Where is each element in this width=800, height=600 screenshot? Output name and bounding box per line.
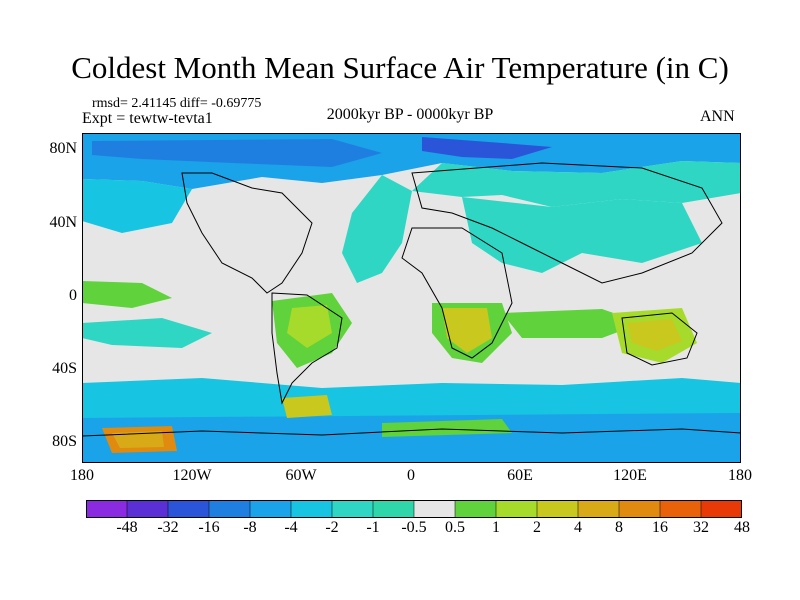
x-tick-label: 60W	[285, 467, 317, 484]
colorbar-cell	[536, 500, 579, 518]
colorbar-label: -8	[243, 519, 257, 536]
colorbar	[86, 500, 742, 518]
y-tick-label: 80N	[49, 140, 77, 157]
colorbar-label: 48	[734, 519, 750, 536]
australia-coast	[621, 312, 698, 366]
map-plot	[82, 133, 741, 463]
antarctic-warm-strip	[382, 419, 512, 437]
antarctic-cool	[82, 413, 741, 463]
colorbar-cell	[208, 500, 251, 518]
coastlines	[82, 162, 741, 437]
antarctica-coast	[82, 428, 741, 437]
colorbar-cell	[86, 500, 128, 518]
y-tick-label: 40S	[52, 360, 77, 377]
colorbar-label: 16	[652, 519, 668, 536]
colorbar-cell	[454, 500, 497, 518]
south-america-warmer	[287, 305, 332, 348]
colorbar-cell	[495, 500, 538, 518]
eurasia-cool	[412, 161, 741, 207]
colorbar-label: -32	[157, 519, 179, 536]
arctic-cold-area	[92, 139, 382, 167]
x-tick-label: 0	[407, 467, 415, 484]
east-pacific-warm	[82, 281, 172, 308]
x-tick-label: 60E	[507, 467, 533, 484]
antarctic-hot-core	[112, 431, 164, 448]
map-frame	[82, 133, 741, 463]
colorbar-label: 1	[492, 519, 500, 536]
season-label: ANN	[700, 108, 735, 125]
colorbar-label: 2	[533, 519, 541, 536]
colorbar-label: -0.5	[401, 519, 427, 536]
colorbar-cell	[577, 500, 620, 518]
colorbar-cell	[249, 500, 292, 518]
period-label: 2000kyr BP - 0000kyr BP	[326, 106, 494, 123]
x-tick-label: 180	[70, 467, 94, 484]
north-pacific-cool	[82, 179, 192, 233]
x-tick-label: 180	[728, 467, 752, 484]
colorbar-label: 0.5	[445, 519, 465, 536]
north-atlantic-cool	[342, 175, 412, 283]
experiment-label: Expt = tewtw-tevta1	[82, 110, 213, 127]
colorbar-label: -48	[116, 519, 138, 536]
y-tick-label: 80S	[52, 433, 77, 450]
tropical-pacific-cool	[82, 318, 212, 348]
colorbar-cell	[126, 500, 169, 518]
colorbar-cell	[167, 500, 210, 518]
colorbar-cell	[290, 500, 333, 518]
australia-warmer	[627, 319, 682, 351]
colorbar-cell	[659, 500, 702, 518]
south-america-coast	[271, 292, 343, 405]
stats-label: rmsd= 2.41145 diff= -0.69775	[92, 96, 262, 111]
colorbar-label: 4	[574, 519, 582, 536]
africa-coast	[401, 227, 513, 359]
arctic-cold-area-east	[422, 137, 552, 159]
colorbar-cell	[331, 500, 374, 518]
colorbar-label: -1	[366, 519, 380, 536]
eurasia-coast	[411, 162, 723, 284]
colorbar-cell	[618, 500, 661, 518]
southern-africa-warmer	[442, 308, 492, 353]
chart-title: Coldest Month Mean Surface Air Temperatu…	[71, 50, 729, 85]
colorbar-cell	[700, 500, 742, 518]
y-tick-label: 40N	[49, 214, 77, 231]
colorbar-cell	[413, 500, 456, 518]
drake-passage-warm	[282, 395, 332, 418]
x-tick-label: 120W	[172, 467, 212, 484]
colorbar-label: 32	[693, 519, 709, 536]
y-tick-label: 0	[69, 287, 77, 304]
asia-cool	[462, 197, 702, 273]
north-america-coast	[181, 172, 313, 294]
indian-ocean-warm	[502, 309, 642, 338]
colorbar-cell	[372, 500, 415, 518]
colorbar-label: 8	[615, 519, 623, 536]
colorbar-label: -2	[325, 519, 339, 536]
colorbar-label: -4	[284, 519, 298, 536]
colorbar-label: -16	[198, 519, 220, 536]
x-tick-label: 120E	[613, 467, 647, 484]
